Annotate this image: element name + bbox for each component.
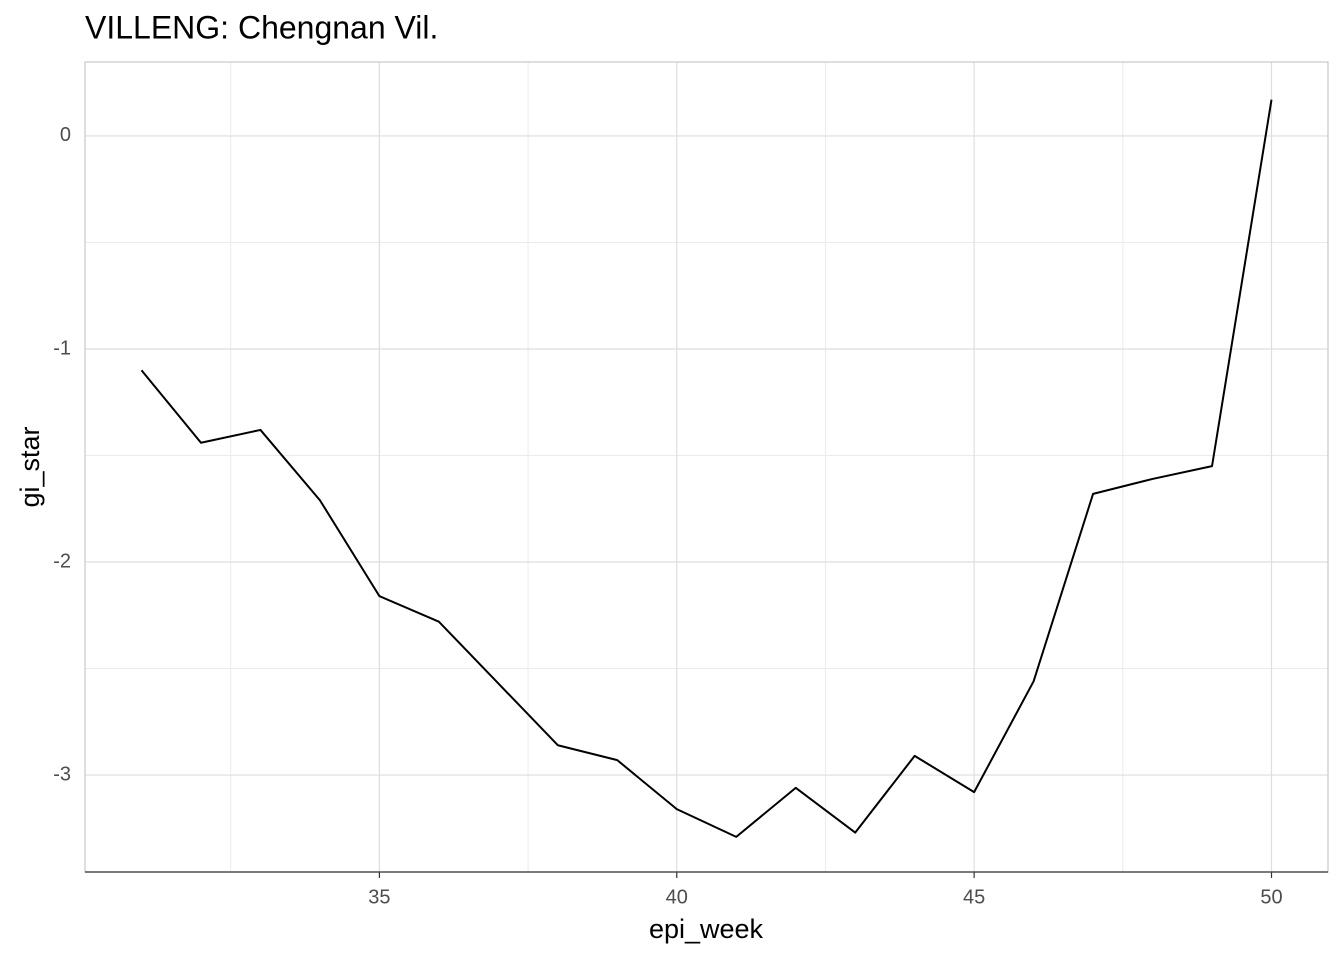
y-tick-label: -1 xyxy=(53,337,71,359)
x-axis-title: epi_week xyxy=(649,914,764,944)
x-tick-label: 50 xyxy=(1260,886,1282,908)
chart-title: VILLENG: Chengnan Vil. xyxy=(85,9,438,45)
y-axis-title: gi_star xyxy=(15,426,45,507)
y-tick-label: -3 xyxy=(53,763,71,785)
x-tick-label: 40 xyxy=(666,886,688,908)
x-tick-label: 35 xyxy=(368,886,390,908)
y-tick-label: -2 xyxy=(53,550,71,572)
panel-border xyxy=(84,61,1329,873)
data-line xyxy=(140,99,1273,838)
x-tick-label: 45 xyxy=(963,886,985,908)
y-tick-label: 0 xyxy=(60,124,71,146)
